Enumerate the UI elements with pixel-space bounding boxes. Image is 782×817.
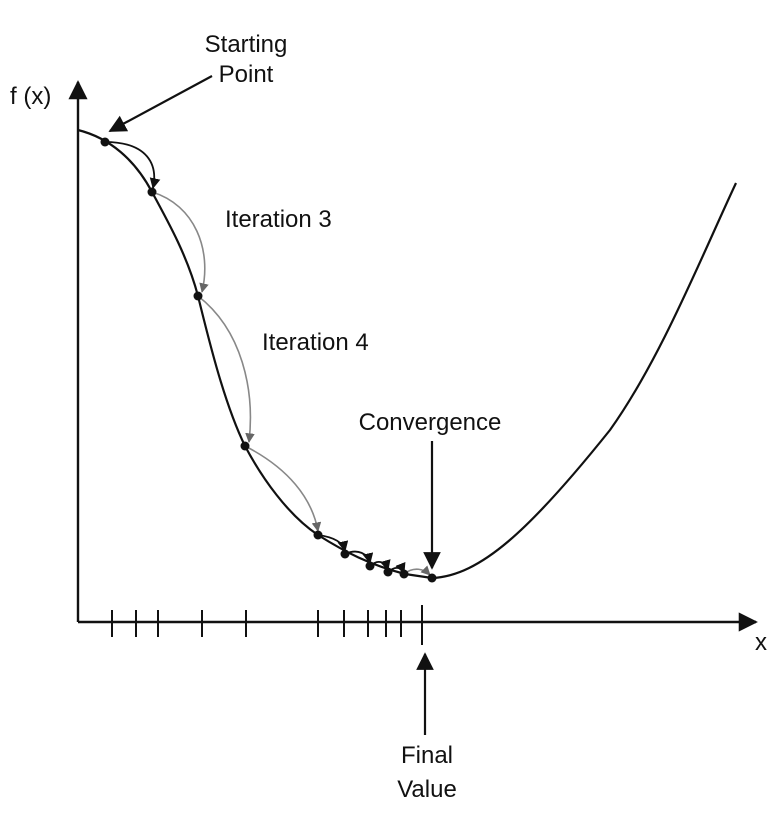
iteration-point bbox=[313, 530, 323, 540]
iteration-4-arrow bbox=[244, 445, 322, 532]
starting-point-label-line1: Starting bbox=[205, 31, 288, 58]
iteration-1-arrow bbox=[104, 141, 161, 190]
iteration-point bbox=[340, 549, 350, 559]
function-curve bbox=[77, 128, 737, 580]
x-axis-label: x bbox=[755, 629, 767, 656]
iteration-point bbox=[100, 137, 110, 147]
iteration-point bbox=[193, 291, 203, 301]
y-axis-label: f (x) bbox=[10, 83, 51, 110]
iteration-point bbox=[147, 187, 157, 197]
starting-point-arrow bbox=[108, 75, 213, 132]
iteration-point bbox=[399, 569, 409, 579]
convergence-label: Convergence bbox=[359, 409, 502, 436]
iteration-3-arrow bbox=[197, 295, 255, 443]
iteration-point bbox=[365, 561, 375, 571]
starting-point-label-line2: Point bbox=[219, 61, 274, 88]
iteration-3-label: Iteration 3 bbox=[225, 206, 332, 233]
iteration-2-arrow bbox=[151, 191, 209, 293]
final-value-label-line2: Value bbox=[397, 776, 457, 803]
iteration-point bbox=[427, 573, 437, 583]
iteration-point bbox=[383, 567, 393, 577]
iteration-point bbox=[240, 441, 250, 451]
final-value-label-line1: Final bbox=[401, 742, 453, 769]
iteration-4-label: Iteration 4 bbox=[262, 329, 369, 356]
